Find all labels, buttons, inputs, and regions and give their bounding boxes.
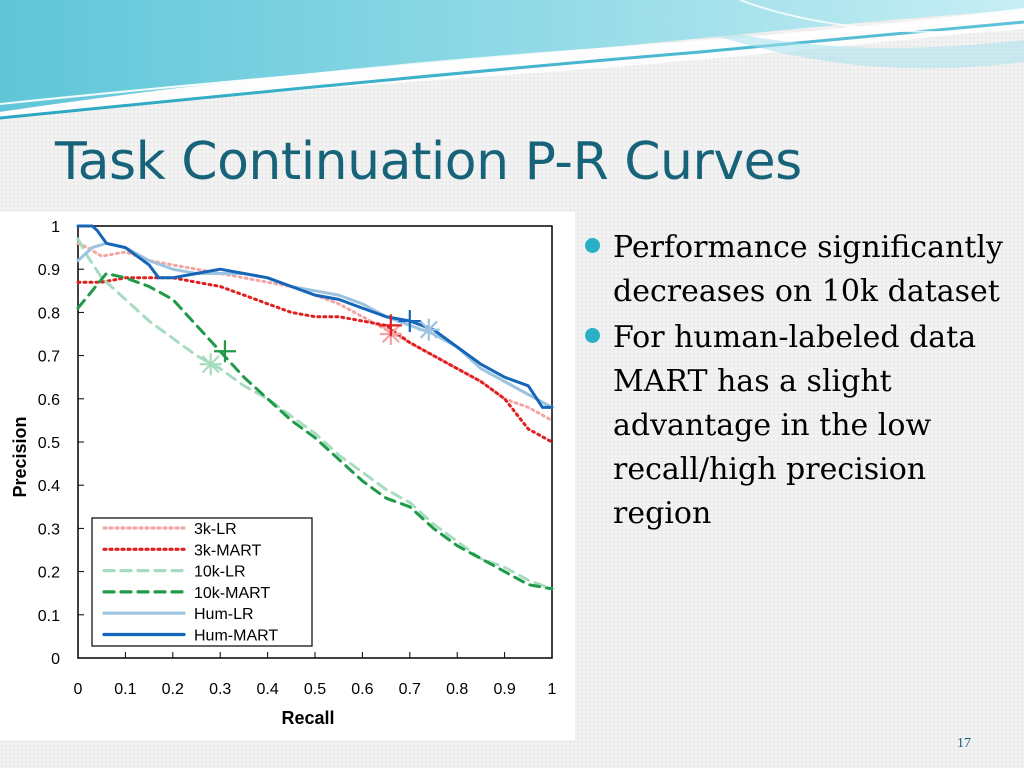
y-tick-label: 0.5	[38, 435, 60, 452]
legend-label: Hum-LR	[194, 606, 254, 623]
x-tick-label: 0.5	[304, 681, 326, 698]
chart-legend: 3k-LR 3k-MART 10k-LR 10k-MART Hum-LR Hum-MART	[91, 517, 313, 647]
series-line-hum-mart	[76, 224, 554, 409]
pr-curve-chart: 0 0.1 0.2 0.3 0.4 0.5 0.6 0.7 0.8 0.9 1 0 0.1 0.2 0.3…	[10, 219, 557, 728]
y-axis-ticks: 0 0.1 0.2 0.3 0.4 0.5 0.6 0.7 0.8 0.9 1	[38, 219, 84, 668]
x-tick-label: 0.4	[256, 681, 278, 698]
bullet-icon	[585, 328, 600, 343]
bullet-icon	[585, 238, 600, 253]
bullet-text: For human-labeled data MART has a slight…	[613, 320, 977, 531]
x-tick-label: 0.6	[351, 681, 373, 698]
operating-point-marker-hum-lr	[417, 318, 440, 341]
operating-point-marker-10k-lr	[199, 353, 222, 376]
operating-point-marker-3k-mart	[379, 314, 402, 337]
x-tick-label: 0.9	[493, 681, 515, 698]
y-tick-label: 0.7	[38, 349, 60, 366]
x-axis-ticks: 0 0.1 0.2 0.3 0.4 0.5 0.6 0.7 0.8 0.9 1	[74, 652, 557, 698]
x-tick-label: 0.2	[162, 681, 184, 698]
bullet-item: For human-labeled data MART has a slight…	[585, 316, 1015, 536]
page-number: 17	[957, 736, 971, 751]
y-tick-label: 0.9	[38, 262, 60, 279]
series-line-hum-lr	[76, 241, 554, 409]
series-layer	[76, 224, 554, 591]
legend-label: 10k-MART	[194, 585, 270, 602]
y-tick-label: 0.6	[38, 392, 60, 409]
legend-box	[91, 517, 313, 647]
x-tick-label: 1	[548, 681, 557, 698]
x-tick-label: 0.1	[114, 681, 136, 698]
legend-label: 3k-LR	[194, 521, 237, 538]
legend-label: 10k-LR	[194, 564, 246, 581]
y-tick-label: 0.2	[38, 565, 60, 582]
slide-title: Task Continuation P-R Curves	[55, 132, 802, 192]
x-axis-label: Recall	[281, 708, 334, 728]
y-tick-label: 0.8	[38, 305, 60, 322]
chart-panel: 0 0.1 0.2 0.3 0.4 0.5 0.6 0.7 0.8 0.9 1 0 0.1 0.2 0.3…	[0, 212, 575, 740]
legend-label: Hum-MART	[194, 628, 278, 645]
y-axis-label: Precision	[10, 416, 30, 497]
y-tick-label: 1	[51, 219, 60, 236]
y-tick-label: 0.3	[38, 521, 60, 538]
x-tick-label: 0.8	[446, 681, 468, 698]
y-tick-label: 0.1	[38, 608, 60, 625]
header-wave-decoration	[0, 0, 1024, 120]
x-tick-label: 0.3	[209, 681, 231, 698]
bullet-list: Performance significantly decreases on 1…	[585, 226, 1015, 538]
y-tick-label: 0	[51, 651, 60, 668]
x-tick-label: 0	[74, 681, 83, 698]
marker-layer	[199, 310, 440, 376]
series-line-10k-lr	[76, 237, 554, 591]
bullet-item: Performance significantly decreases on 1…	[585, 226, 1015, 314]
operating-point-marker-hum-mart	[398, 310, 421, 333]
bullet-text: Performance significantly decreases on 1…	[613, 230, 1003, 309]
y-tick-label: 0.4	[38, 478, 60, 495]
x-tick-label: 0.7	[399, 681, 421, 698]
legend-label: 3k-MART	[194, 542, 261, 559]
series-line-10k-mart	[76, 272, 554, 591]
operating-point-marker-10k-mart	[213, 340, 236, 363]
